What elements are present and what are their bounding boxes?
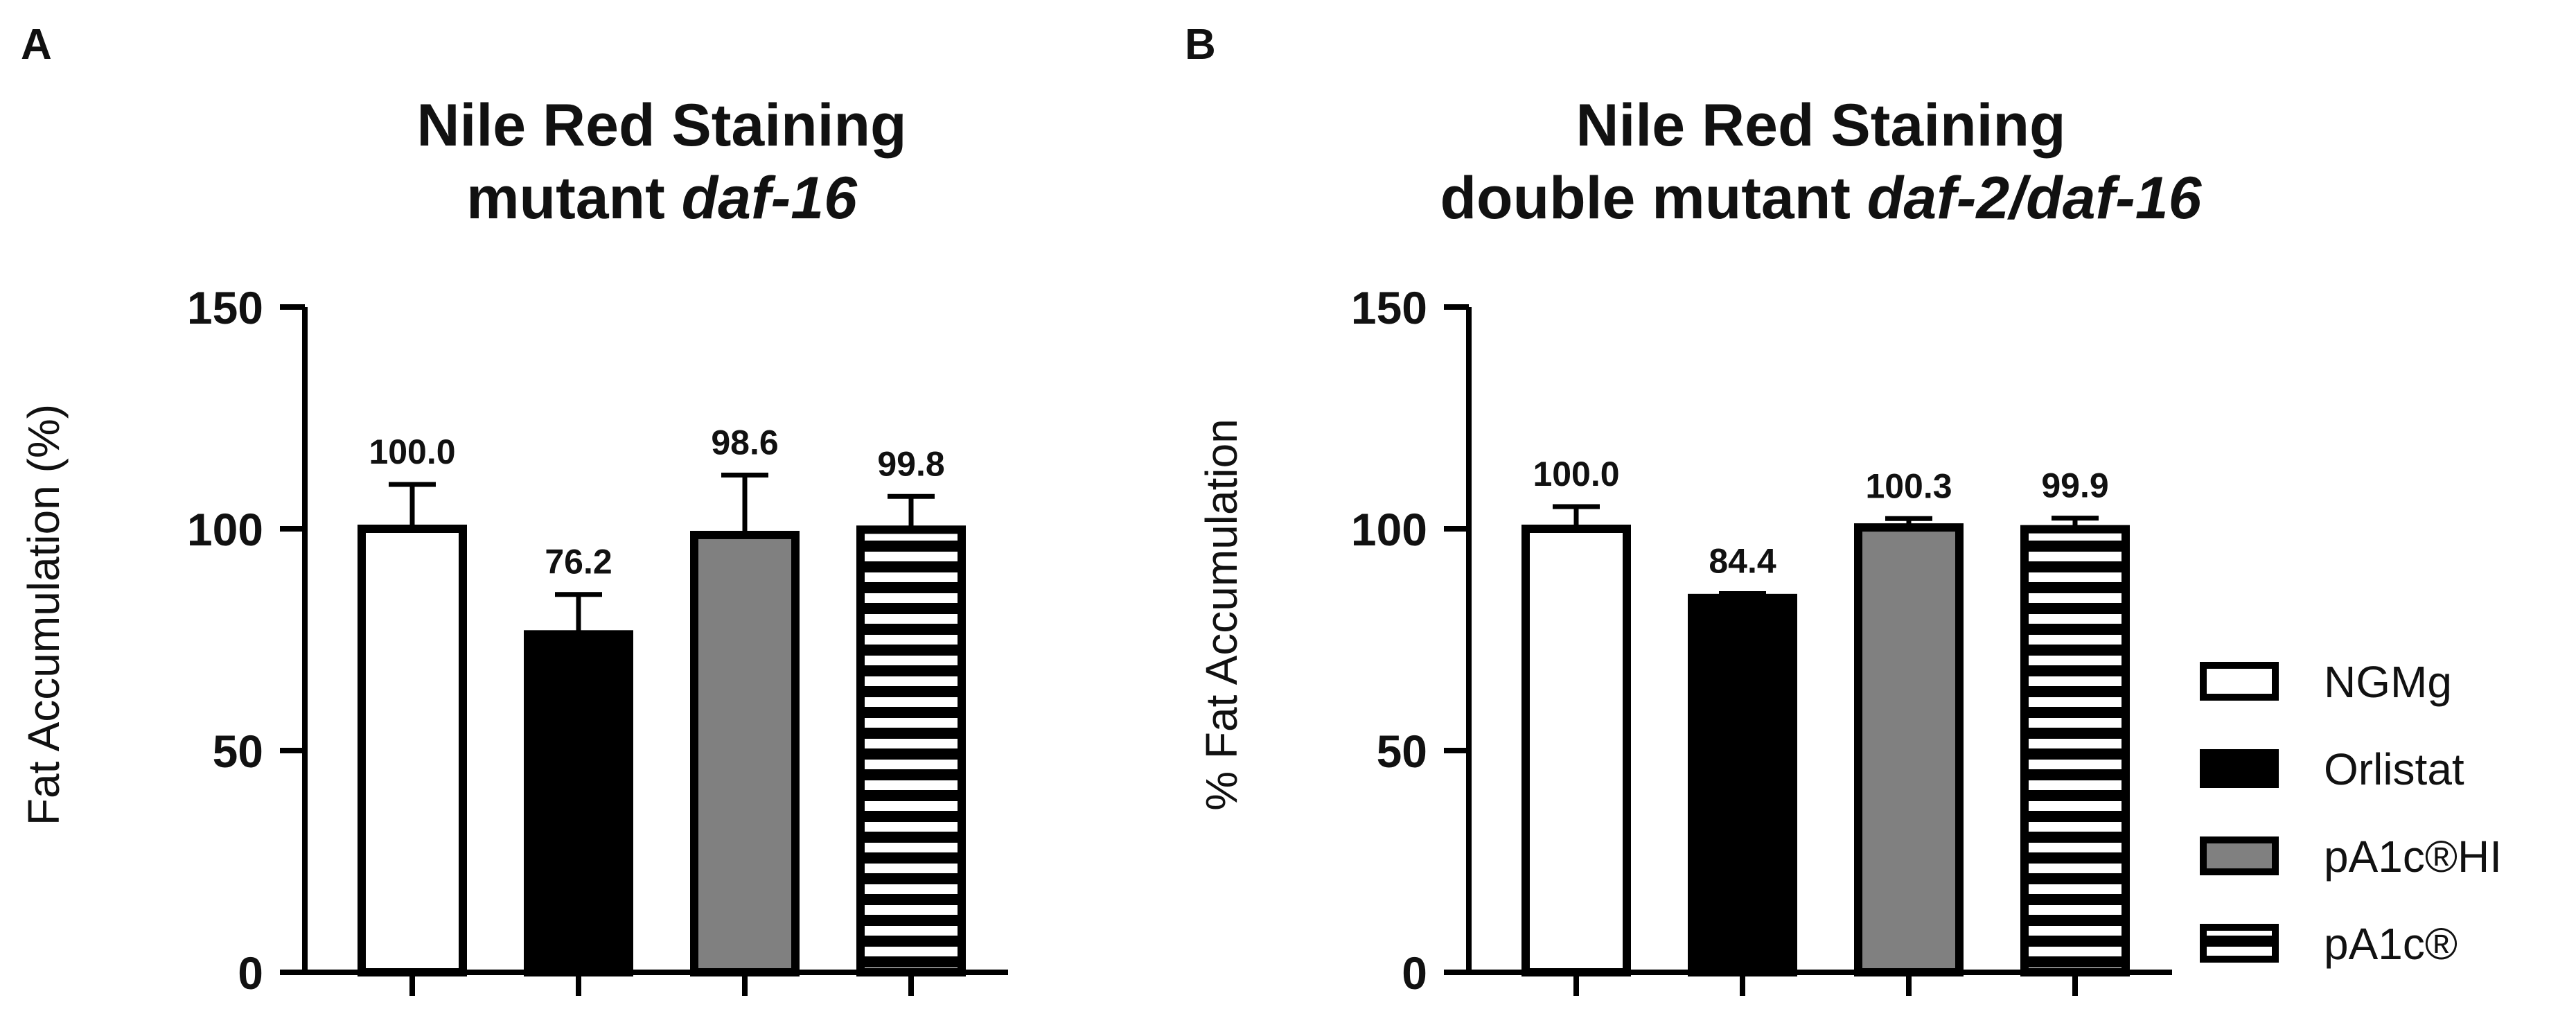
legend-swatch-pa1c (2200, 924, 2279, 963)
panel-a-letter: A (21, 21, 52, 69)
panel-a-chart: 0 50 100 150 100.0 76.2 98.6 99.8 (187, 282, 1008, 999)
panel-b-y-tick-label: 100 (1351, 504, 1427, 555)
legend-label-pa1c: pA1c® (2324, 919, 2458, 969)
panel-a-data-label-pa1c: 99.8 (877, 444, 944, 483)
legend-label-pa1c-hi: pA1c®HI (2324, 832, 2502, 882)
panel-a-title-line2-italic: daf-16 (682, 165, 858, 231)
panel-b-chart: 0 50 100 150 100.0 84.4 100.3 99.9 (1351, 282, 2172, 999)
panel-a-data-label-pa1c-hi: 98.6 (711, 423, 778, 462)
panel-b-title-line1: Nile Red Staining (1576, 92, 2065, 159)
panel-b-data-label-orlistat: 84.4 (1709, 541, 1776, 580)
panel-b: B Nile Red Staining double mutant daf-2/… (1185, 21, 2203, 999)
panel-a-y-tick-label: 0 (238, 947, 263, 999)
panel-b-title-line2: double mutant daf-2/daf-16 (1440, 165, 2203, 231)
panel-a-data-label-ngmg: 100.0 (369, 432, 455, 471)
legend-swatch-orlistat (2200, 749, 2279, 788)
legend-label-orlistat: Orlistat (2324, 744, 2464, 794)
panel-b-title-line2-italic: daf-2/daf-16 (1867, 165, 2203, 231)
panel-a-bar-ngmg (358, 525, 467, 976)
panel-b-y-tick-label: 150 (1351, 282, 1427, 333)
panel-b-ylabel: % Fat Accumulation (1197, 419, 1246, 811)
panel-b-data-label-pa1c: 99.9 (2041, 466, 2108, 505)
panel-a-data-label-orlistat: 76.2 (545, 543, 612, 581)
panel-b-letter: B (1185, 21, 1216, 69)
panel-a-y-tick-label: 100 (187, 504, 263, 555)
legend-swatch-pa1c-hi (2200, 836, 2279, 875)
legend-swatch-ngmg (2200, 662, 2279, 701)
panel-a-title-line1: Nile Red Staining (416, 92, 906, 159)
panel-a-bar-orlistat (524, 630, 633, 976)
legend: NGMg Orlistat pA1c®HI pA1c® (2200, 657, 2502, 969)
panel-a-title-line2-prefix: mutant (466, 165, 682, 231)
panel-a-ylabel: Fat Accumulation (%) (19, 404, 69, 825)
panel-b-y-tick-label: 50 (1377, 726, 1427, 777)
panel-b-data-label-pa1c-hi: 100.3 (1865, 466, 1952, 505)
panel-b-bar-pa1c (2020, 525, 2130, 976)
panel-a-y-tick-label: 150 (187, 282, 263, 333)
panel-b-data-label-ngmg: 100.0 (1533, 455, 1619, 493)
panel-a-bar-pa1c-hi (690, 530, 800, 976)
panel-b-bar-ngmg (1521, 525, 1631, 976)
panel-a-bar-pa1c (856, 525, 966, 976)
panel-a-y-tick-label: 50 (213, 726, 263, 777)
panel-b-title-line2-prefix: double mutant (1440, 165, 1867, 231)
legend-label-ngmg: NGMg (2324, 657, 2452, 707)
panel-b-y-tick-label: 0 (1402, 947, 1427, 999)
panel-a-title-line2: mutant daf-16 (466, 165, 858, 231)
panel-b-bar-pa1c-hi (1854, 523, 1964, 976)
panel-a: A Nile Red Staining mutant daf-16 Fat Ac… (19, 21, 1008, 999)
panel-b-bar-orlistat (1688, 593, 1797, 976)
